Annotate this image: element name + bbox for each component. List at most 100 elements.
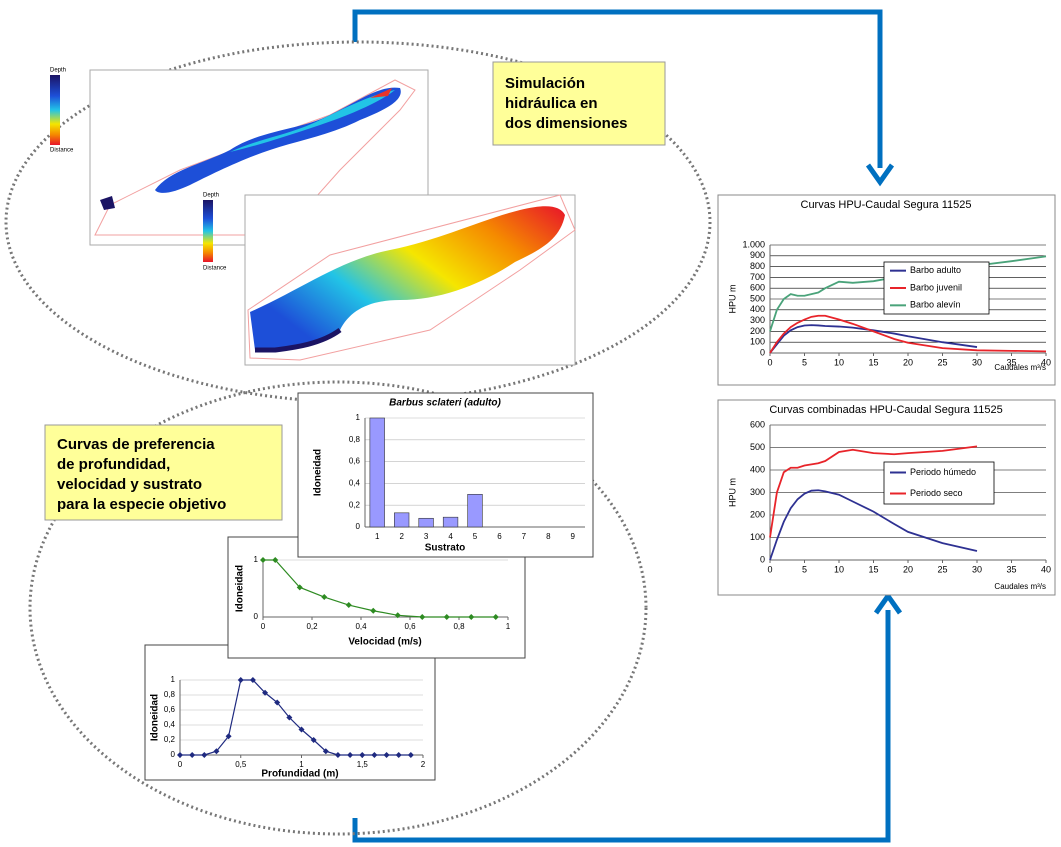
callout: [492, 61, 666, 146]
x-tick-label: 9: [571, 532, 576, 541]
x-tick-label: 15: [868, 564, 878, 574]
x-axis-label: Caudales m³/s: [994, 582, 1046, 591]
y-axis-label: Idoneidad: [235, 565, 246, 612]
map-water: [100, 196, 115, 210]
scale-title: Distance: [50, 148, 74, 154]
chart: Curvas combinadas HPU-Caudal Segura 1152…: [727, 404, 1051, 591]
legend: [883, 461, 995, 505]
marker: [359, 752, 366, 758]
scale-title: Distance: [203, 266, 227, 272]
y-tick-label: 400: [750, 304, 765, 314]
marker: [334, 752, 341, 758]
y-tick-label: 0: [356, 522, 361, 531]
marker: [395, 752, 402, 758]
x-axis-label: Velocidad (m/s): [348, 637, 421, 648]
y-tick-label: 1.000: [742, 239, 765, 249]
callout: [44, 424, 283, 521]
x-tick-label: 0: [178, 760, 183, 769]
color-scale: [50, 75, 60, 145]
y-tick-label: 1: [254, 555, 259, 564]
x-tick-label: 1: [375, 532, 380, 541]
x-tick-label: 4: [448, 532, 453, 541]
y-tick-label: 0,4: [164, 720, 176, 729]
y-tick-label: 0,2: [164, 735, 176, 744]
marker: [322, 748, 329, 755]
marker: [468, 614, 475, 620]
x-tick-label: 5: [473, 532, 478, 541]
x-tick-label: 5: [802, 564, 807, 574]
chart-title: Barbus sclateri (adulto): [389, 398, 501, 409]
ellipse: [4, 40, 712, 404]
x-tick-label: 0: [767, 357, 772, 367]
marker: [383, 752, 390, 758]
y-tick-label: 0: [760, 554, 765, 564]
callout-text: dos dimensiones: [505, 115, 628, 132]
bar: [394, 512, 410, 528]
marker: [347, 752, 354, 758]
y-tick-label: 1: [356, 413, 361, 422]
x-axis-label: Profundidad (m): [261, 769, 338, 780]
marker: [189, 752, 196, 758]
map-water: [370, 88, 392, 98]
y-tick-label: 300: [750, 315, 765, 325]
series-line: [769, 324, 978, 354]
x-tick-label: 0,6: [404, 622, 416, 631]
chart: 0 0,2 0,4 0,6 0,8 1 Idoneidad Profundidad (m) 0 0…: [150, 675, 426, 780]
marker: [407, 752, 414, 758]
callout-text: para la especie objetivo: [57, 496, 226, 513]
x-tick-label: 15: [868, 357, 878, 367]
x-tick-label: 25: [937, 564, 947, 574]
x-axis-label: Sustrato: [425, 543, 466, 554]
x-tick-label: 35: [1006, 357, 1016, 367]
y-axis-label: HPU m: [727, 285, 737, 314]
bar: [369, 417, 385, 528]
x-tick-label: 0: [767, 564, 772, 574]
marker: [492, 614, 499, 620]
y-tick-label: 600: [750, 419, 765, 429]
y-tick-label: 0,8: [164, 690, 176, 699]
marker: [321, 594, 328, 601]
y-tick-label: 700: [750, 272, 765, 282]
x-tick-label: 1: [299, 760, 304, 769]
chart-title: Curvas HPU-Caudal Segura 11525: [801, 199, 972, 211]
arrow-head: [873, 591, 903, 615]
marker: [177, 752, 183, 758]
x-tick-label: 0,2: [306, 622, 318, 631]
marker: [371, 752, 378, 758]
x-tick-label: 0,4: [355, 622, 367, 631]
bar: [418, 517, 434, 528]
x-tick-label: 20: [903, 564, 913, 574]
x-tick-label: 0: [261, 622, 266, 631]
marker: [345, 602, 352, 609]
y-tick-label: 100: [750, 337, 765, 347]
marker: [296, 584, 303, 591]
marker: [419, 614, 426, 620]
x-tick-label: 20: [903, 357, 913, 367]
marker: [272, 557, 279, 563]
marker: [213, 748, 220, 755]
legend-title: Depth: [203, 193, 219, 199]
map-water: [255, 327, 342, 353]
y-tick-label: 300: [750, 487, 765, 497]
marker: [286, 714, 293, 721]
x-axis-label: Caudales m³/s: [994, 363, 1046, 372]
chart: Curvas HPU-Caudal Segura 115250100200300…: [727, 199, 1051, 372]
y-axis-label: Idoneidad: [150, 694, 161, 741]
x-tick-label: 0,5: [235, 760, 247, 769]
x-tick-label: 6: [497, 532, 502, 541]
arrow-head: [865, 163, 895, 187]
x-tick-label: 7: [522, 532, 527, 541]
x-tick-label: 30: [972, 357, 982, 367]
marker: [274, 699, 281, 706]
y-tick-label: 100: [750, 532, 765, 542]
callout-text: Curvas de preferencia: [57, 436, 215, 453]
bar: [442, 516, 459, 528]
ellipse: [28, 380, 648, 836]
x-tick-label: 30: [972, 564, 982, 574]
y-tick-label: 0: [171, 750, 176, 759]
chart-title: Curvas combinadas HPU-Caudal Segura 1152…: [769, 404, 1002, 416]
map-water: [230, 90, 395, 152]
marker: [370, 607, 377, 614]
chart: 0 1 Idoneidad Velocidad (m/s) 0 0,2 0,4 0,6 0,8 1: [235, 555, 511, 648]
